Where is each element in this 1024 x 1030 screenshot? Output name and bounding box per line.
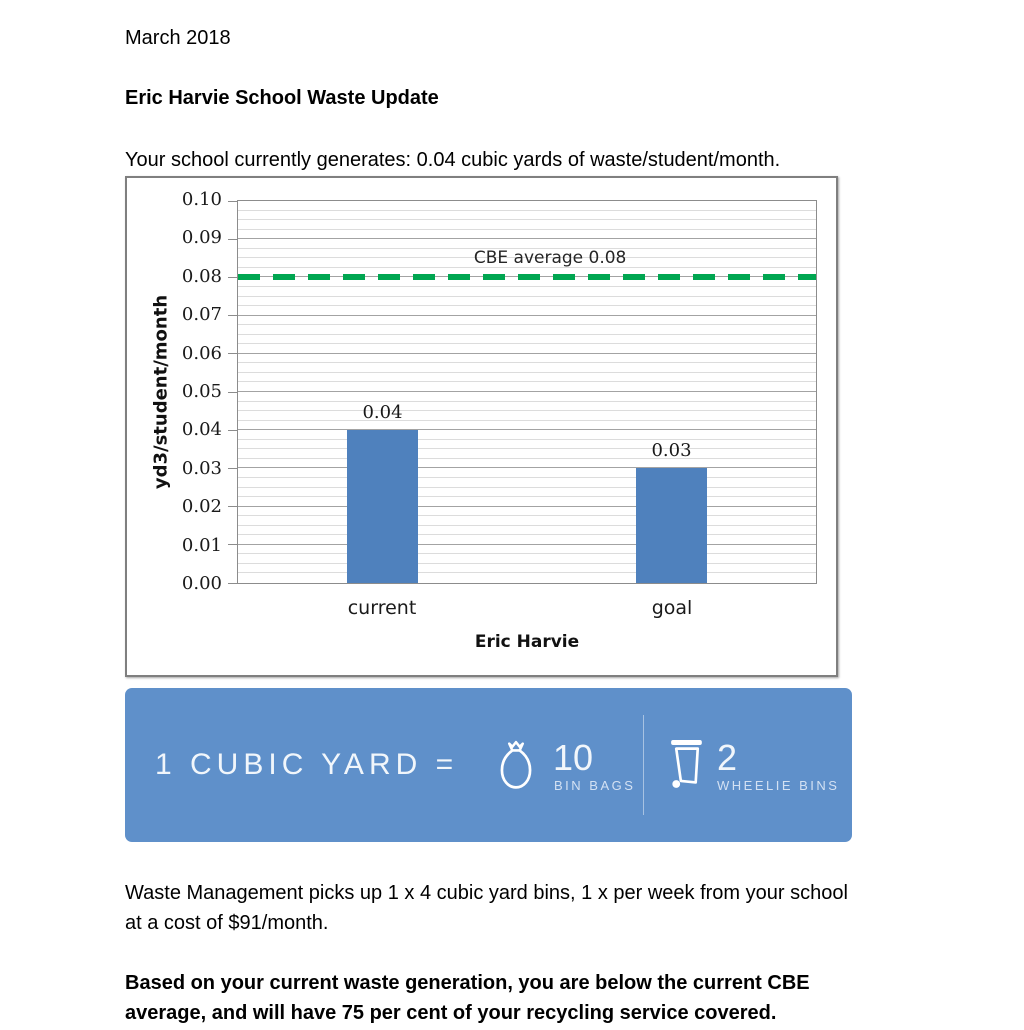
y-tick-label: 0.00 [181,573,222,594]
minor-gridline [238,553,816,555]
y-tick-label: 0.09 [181,227,222,249]
y-axis-tickmark [228,429,237,431]
minor-gridline [238,515,816,517]
major-gridline [238,352,816,354]
pickup-line-1: Waste Management picks up 1 x 4 cubic ya… [125,882,848,904]
bar-value-label: 0.04 [362,402,403,424]
minor-gridline [238,486,816,488]
minor-gridline [238,362,816,364]
y-axis-tickmark [228,391,237,393]
waste-chart-figure: 0.10 0.09 0.08 0.07 0.06 0.05 0.04 0.03 0.02 0.01… [125,176,838,677]
minor-gridline [238,295,816,297]
y-tick-label: 0.04 [181,419,222,441]
y-tick-label: 0.10 [181,189,222,210]
cbe-average-label: CBE average 0.08 [473,248,627,269]
date-line: March 2018 [125,27,231,49]
minor-gridline [238,448,816,450]
minor-gridline [238,266,816,268]
minor-gridline [238,257,816,259]
y-axis-tickmark [228,506,237,508]
minor-gridline [238,247,816,249]
minor-gridline [238,457,816,459]
minor-gridline [238,534,816,536]
minor-gridline [238,496,816,498]
bin-bag-count: 10 [553,737,594,778]
category-label-current: current [347,597,417,619]
y-axis-tickmark [228,200,237,202]
minor-gridline [238,305,816,307]
y-axis-title: yd3/student/month [150,294,172,490]
y-axis-tickmark [228,353,237,355]
banner-divider [643,715,644,815]
x-axis-title: Eric Harvie [474,632,580,652]
category-label-goal: goal [651,597,693,619]
bar-current [347,430,418,583]
y-tick-label: 0.07 [181,304,222,326]
minor-gridline [238,572,816,574]
minor-gridline [238,324,816,326]
y-tick-label: 0.01 [181,534,222,556]
major-gridline [238,543,816,545]
y-axis-tickmark [228,238,237,240]
y-axis-tickmark [228,544,237,546]
y-tick-label: 0.06 [181,342,222,364]
wheelie-bin-icon [671,739,702,788]
major-gridline [238,391,816,392]
category-axis: current goal [237,597,817,621]
y-tick-label: 0.03 [181,457,222,479]
minor-gridline [238,333,816,335]
intro-line: Your school currently generates: 0.04 cu… [125,149,781,171]
minor-gridline [238,438,816,440]
y-axis-tickmark [228,315,237,317]
minor-gridline [238,524,816,526]
document-title: Eric Harvie School Waste Update [125,87,439,109]
y-axis-tick-labels: 0.10 0.09 0.08 0.07 0.06 0.05 0.04 0.03 0.02 0.01… [127,190,222,594]
y-axis-tickmark [228,467,237,469]
summary-line-1: Based on your current waste generation, … [125,972,810,994]
y-tick-label: 0.08 [181,265,222,287]
major-gridline [238,505,816,507]
wheelie-bin-count: 2 [717,737,738,778]
minor-gridline [238,381,816,383]
bin-bag-icon [500,740,532,789]
minor-gridline [238,410,816,412]
summary-line-2: average, and will have 75 per cent of yo… [125,1002,777,1024]
summary-paragraph: Based on your current waste generation, … [125,968,940,1028]
minor-gridline [238,562,816,564]
minor-gridline [238,285,816,287]
minor-gridline [238,343,816,345]
major-gridline [238,467,816,469]
minor-gridline [238,371,816,373]
y-tick-label: 0.05 [181,381,222,402]
y-axis-tickmark [228,582,237,584]
bar-value-label: 0.03 [651,440,692,462]
minor-gridline [238,419,816,421]
wheelie-bin-label: WHEELIE BINS [717,778,840,793]
y-tick-label: 0.02 [181,496,222,518]
cbe-average-line [238,274,816,281]
pickup-line-2: at a cost of $91/month. [125,912,329,934]
pickup-paragraph: Waste Management picks up 1 x 4 cubic ya… [125,878,940,938]
minor-gridline [238,228,816,230]
plot-area: yd3/student/month 0.04 0.03 CBE average 0.… [151,200,817,584]
minor-gridline [238,209,816,211]
equation-text: 1 CUBIC YARD = [155,748,459,781]
major-gridline [238,314,816,316]
minor-gridline [238,400,816,402]
minor-gridline [238,219,816,221]
major-gridline [238,238,816,240]
y-axis-tickmark [228,276,237,278]
equation-banner: 1 CUBIC YARD = 10 BIN BAGS 2 WHEELIE BIN… [125,688,852,842]
major-gridline [238,429,816,431]
minor-gridline [238,476,816,478]
bin-bag-label: BIN BAGS [554,778,636,793]
bar-goal [636,468,707,583]
